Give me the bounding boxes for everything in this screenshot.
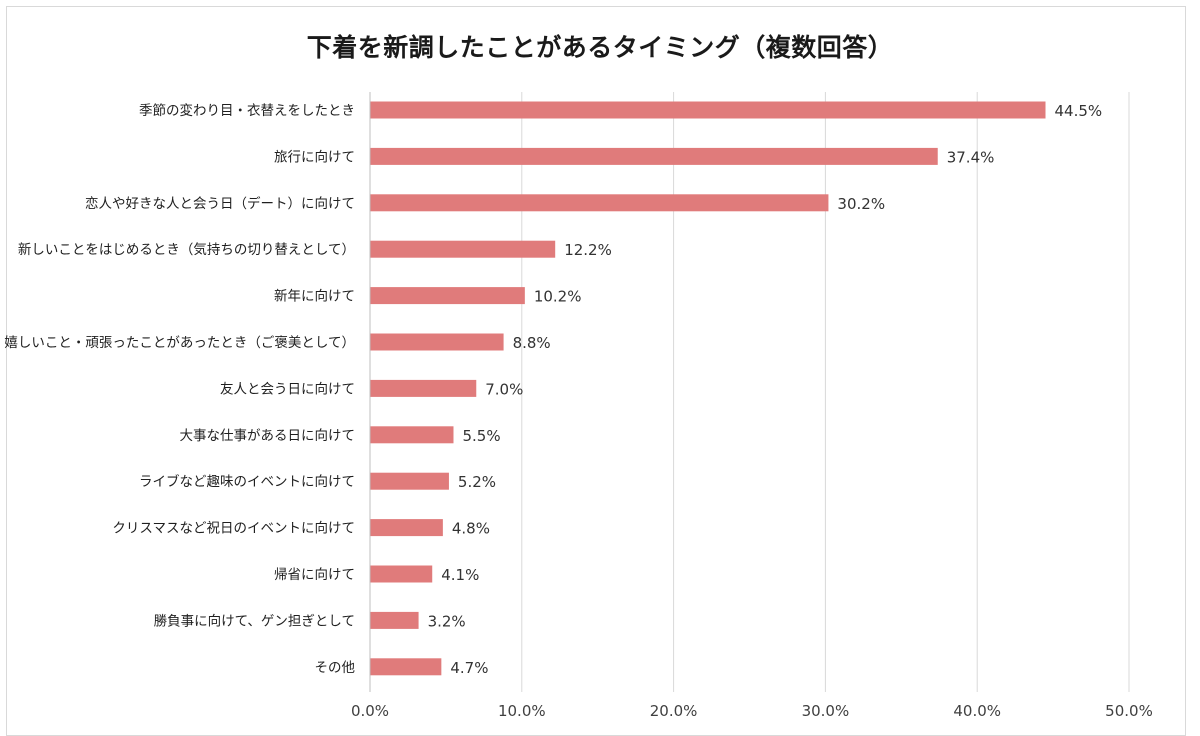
bar xyxy=(370,611,419,629)
value-label: 3.2% xyxy=(428,612,466,630)
bar xyxy=(370,101,1046,119)
category-label: 嬉しいこと・頑張ったことがあったとき（ご褒美として） xyxy=(4,335,355,351)
category-label: 友人と会う日に向けて xyxy=(220,381,355,397)
x-tick-label: 40.0% xyxy=(953,702,1001,720)
bar xyxy=(370,147,938,165)
x-tick-label: 50.0% xyxy=(1105,702,1153,720)
bar xyxy=(370,426,454,444)
value-label: 4.1% xyxy=(441,566,479,584)
bar xyxy=(370,333,504,351)
chart-title: 下着を新調したことがあるタイミング（複数回答） xyxy=(306,33,894,62)
category-label: 大事な仕事がある日に向けて xyxy=(180,428,356,444)
x-tick-label: 0.0% xyxy=(351,702,389,720)
bar xyxy=(370,658,442,676)
bar xyxy=(370,519,443,537)
bar xyxy=(370,379,477,397)
value-label: 30.2% xyxy=(837,195,885,213)
category-label: その他 xyxy=(315,660,356,676)
value-label: 44.5% xyxy=(1055,102,1103,120)
value-label: 8.8% xyxy=(513,334,551,352)
x-tick-label: 10.0% xyxy=(498,702,546,720)
value-label: 10.2% xyxy=(534,288,582,306)
bar xyxy=(370,287,525,305)
value-label: 4.8% xyxy=(452,520,490,538)
category-label: ライブなど趣味のイベントに向けて xyxy=(139,473,355,490)
chart-frame xyxy=(6,6,1186,736)
category-label: 旅行に向けて xyxy=(274,149,355,165)
bar xyxy=(370,565,433,583)
value-label: 5.2% xyxy=(458,473,496,491)
category-label: 新しいことをはじめるとき（気持ちの切り替えとして） xyxy=(18,242,355,258)
x-tick-label: 20.0% xyxy=(650,702,698,720)
category-label: 季節の変わり目・衣替えをしたとき xyxy=(139,102,355,119)
category-label: 勝負事に向けて、ゲン担ぎとして xyxy=(154,613,355,629)
category-label: 恋人や好きな人と会う日（デート）に向けて xyxy=(85,195,355,212)
category-label: クリスマスなど祝日のイベントに向けて xyxy=(112,521,355,537)
category-label: 新年に向けて xyxy=(274,289,355,305)
x-tick-label: 30.0% xyxy=(802,702,850,720)
category-label: 帰省に向けて xyxy=(274,566,355,583)
value-label: 7.0% xyxy=(485,380,523,398)
bar xyxy=(370,472,449,490)
value-label: 4.7% xyxy=(450,659,488,677)
value-label: 37.4% xyxy=(947,148,995,166)
bar xyxy=(370,194,829,212)
value-label: 12.2% xyxy=(564,241,612,259)
bar xyxy=(370,240,556,258)
value-label: 5.5% xyxy=(462,427,500,445)
